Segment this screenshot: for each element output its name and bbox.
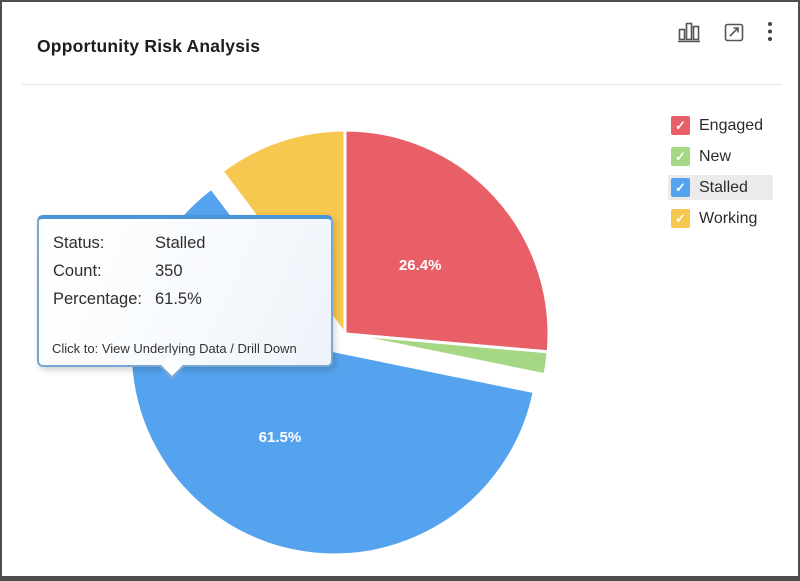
tooltip-value: 61.5% [155, 290, 202, 308]
pie-slice-new[interactable] [343, 332, 550, 377]
tooltip-label: Percentage: [53, 290, 142, 308]
legend-label: Working [699, 209, 758, 227]
chart-legend: ✓ Engaged ✓ New ✓ Stalled ✓ Working [668, 113, 774, 237]
chart-type-button[interactable] [674, 18, 704, 49]
legend-checkbox-icon[interactable]: ✓ [671, 209, 690, 228]
bar-chart-icon [676, 20, 702, 47]
legend-checkbox-icon[interactable]: ✓ [671, 147, 690, 166]
legend-item-working[interactable]: ✓ Working [668, 206, 773, 231]
legend-checkbox-icon[interactable]: ✓ [671, 178, 690, 197]
tooltip-footer: Click to: View Underlying Data / Drill D… [52, 341, 297, 356]
tooltip-row-count: Count: 350 [53, 262, 319, 281]
tooltip-label: Status: [53, 234, 105, 252]
legend-item-stalled[interactable]: ✓ Stalled [668, 175, 774, 200]
open-in-window-button[interactable] [720, 18, 748, 49]
page-title: Opportunity Risk Analysis [37, 36, 261, 56]
tooltip-label: Count: [53, 262, 102, 280]
tooltip-row-status: Status: Stalled [53, 234, 319, 253]
open-in-window-icon [722, 20, 746, 47]
chart-tooltip: Status: Stalled Count: 350 Percentage: 6… [37, 215, 333, 379]
slice-label-engaged: 26.4% [399, 257, 442, 274]
tooltip-value: 350 [155, 262, 183, 280]
tooltip-row-percentage: Percentage: 61.5% [53, 290, 319, 309]
legend-item-engaged[interactable]: ✓ Engaged [668, 113, 773, 138]
header-toolbar [674, 18, 776, 49]
legend-label: Stalled [699, 178, 748, 196]
slice-label-stalled: 61.5% [259, 429, 302, 446]
legend-label: Engaged [699, 116, 764, 134]
pie-slice-engaged[interactable] [343, 128, 551, 354]
kebab-menu-icon [766, 20, 774, 47]
legend-label: New [699, 147, 732, 165]
legend-checkbox-icon[interactable]: ✓ [671, 116, 690, 135]
tooltip-value: Stalled [155, 234, 206, 252]
header-divider [22, 84, 782, 85]
kebab-menu-button[interactable] [764, 18, 776, 49]
legend-item-new[interactable]: ✓ New [668, 144, 773, 169]
